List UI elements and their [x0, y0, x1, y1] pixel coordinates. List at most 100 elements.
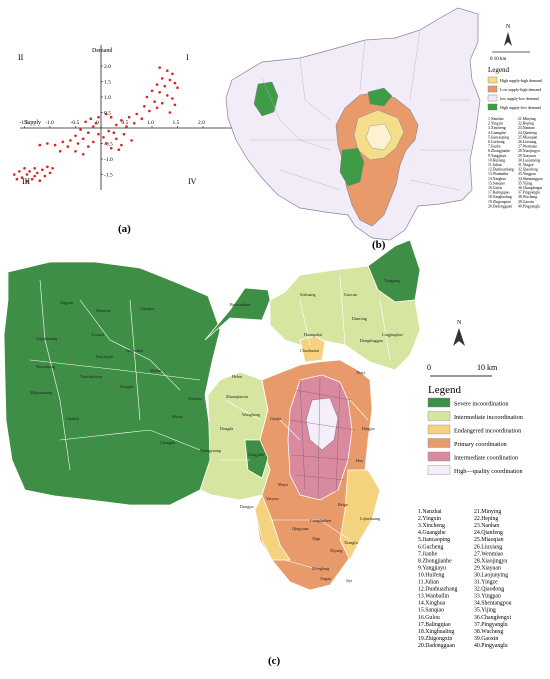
index-entry: 24.Qianfeng: [474, 529, 503, 536]
index-entry: 40.Pingyanglu: [474, 643, 508, 649]
y-tick-label: 1.0: [104, 95, 111, 101]
scatter-point: [15, 177, 19, 181]
scatter-point: [76, 142, 80, 145]
scatter-point: [43, 174, 47, 178]
scatter-point: [102, 136, 105, 139]
index-entry: 19.Zhigongxin: [488, 200, 511, 204]
region-label: Dongtai: [120, 384, 134, 389]
legend-swatch: [427, 411, 451, 421]
map-c-index-list: 1.Nanzhai2.Yingxin3.Xincheng4.Guangshe5.…: [418, 509, 512, 649]
index-entry: 21.Minying: [518, 117, 536, 121]
x-tick-label: 2.0: [198, 120, 205, 126]
region-label: Lingjingduo: [382, 332, 403, 337]
scatter-point: [97, 115, 100, 119]
map-b-north-arrow-icon: [504, 32, 512, 46]
scatter-point: [160, 101, 164, 105]
region-label: Jingyou: [60, 300, 74, 305]
legend-label: Endangered incoordination: [454, 428, 521, 435]
index-entry: 36.Changfengxi: [518, 186, 542, 190]
index-entry: 10.Huifeng: [418, 571, 444, 578]
scatter-point: [160, 77, 164, 80]
index-entry: 18.Xinghualing: [488, 195, 512, 199]
y-tick-label: -0.5: [104, 142, 113, 148]
index-entry: 8.Zhongjianhe: [418, 558, 452, 564]
legend-swatch: [487, 103, 498, 111]
map-b-legend: High supply-high demand Low supply-high d…: [487, 76, 542, 111]
legend-swatch: [427, 438, 451, 448]
scatter-point: [79, 128, 82, 131]
scatter-point: [166, 94, 169, 97]
index-entry: 14.Xinghua: [488, 177, 506, 181]
index-entry: 4.Guangshe: [488, 131, 506, 135]
index-entry: 33.Yingpan: [474, 594, 501, 600]
map-b-index-list: 1.Nanzhai2.Yingxin3.Xincheng4.Guangshe5.…: [488, 117, 543, 208]
y-tick-label: 0.5: [104, 111, 111, 117]
index-entry: 12.Dunhuazhang: [418, 587, 458, 593]
legend-label: Intermediate incoordination: [454, 414, 523, 421]
region-label: Beixiandian: [230, 302, 251, 307]
legend-label: Primary coordination: [454, 441, 507, 448]
scatter-point: [158, 66, 161, 69]
index-entry: 27.Wenmiao: [474, 551, 503, 557]
index-entry: 6.Gucheng: [418, 544, 443, 550]
index-entry: 28.Xiaojingyu: [474, 558, 507, 564]
map-c-north-arrow-icon: [453, 328, 465, 346]
index-entry: 16.Gulou: [488, 186, 502, 190]
index-entry: 25.Miaoqian: [518, 135, 537, 139]
index-entry: 25.Miaoqian: [474, 537, 504, 543]
index-entry: 30.Laojunying: [474, 572, 508, 578]
region-label: Yangping: [384, 278, 401, 283]
map-b-north-letter: N: [506, 24, 511, 30]
region-label: Xiangfu: [344, 540, 359, 545]
scatter-point: [176, 86, 179, 89]
index-entry: 32.Qiaodong: [518, 168, 538, 172]
scatter-point: [33, 174, 36, 178]
legend-swatch: [487, 76, 498, 84]
index-entry: 30.Laojunying: [518, 158, 540, 162]
scatter-point: [115, 137, 118, 141]
index-entry: 35.Yijing: [474, 608, 496, 614]
region-label: Yinshan: [188, 396, 203, 401]
legend-label: Severe incoordination: [454, 401, 508, 408]
region-label: Nusanbang: [36, 364, 56, 369]
quadrant-label-i: I: [186, 53, 189, 62]
index-entry: 14.Xinghua: [418, 601, 446, 607]
index-entry: 36.Changfengxi: [474, 614, 512, 621]
index-entry: 21.Minying: [474, 509, 501, 515]
scatter-point: [33, 167, 36, 170]
region-label: Zhuanjiawan: [226, 394, 249, 399]
index-entry: 9.Yangjiayu: [418, 565, 446, 571]
scatter-point: [87, 131, 90, 134]
legend-swatch: [487, 94, 498, 102]
map-b-north-arrow: N: [504, 24, 512, 46]
map-b-district-lines: [250, 29, 470, 191]
index-entry: 11.Julian: [418, 580, 439, 586]
index-entry: 37.Pingyanglu: [518, 191, 540, 195]
scatter-point: [127, 115, 131, 119]
x-tick-labels: -1.5 -1.0 -0.5 0 0.5 1.0 1.5 2.0: [20, 120, 205, 128]
x-tick-label: -0.5: [71, 120, 80, 126]
scatter-point: [38, 143, 42, 147]
panel-a-label: (a): [118, 223, 131, 235]
index-entry: 4.Guangshe: [418, 530, 446, 536]
region-severe-xingjiahe: [244, 439, 269, 479]
map-b-urban-core: [365, 123, 393, 151]
scatter-point: [30, 177, 34, 181]
region-label: Huangzhai: [304, 332, 323, 337]
region-label: Yuangyuang: [200, 448, 222, 453]
scatter-point: [41, 168, 44, 172]
scatter-point: [25, 180, 29, 183]
y-tick-label: -1.0: [104, 157, 113, 163]
index-entry: 8.Zhongjianhe: [488, 149, 510, 153]
y-tick-label: -1.5: [104, 173, 113, 179]
panel-a-scatter: -1.5 -1.0 -0.5 0 0.5 1.0 1.5 2.0 2.0 1.5 1.0 0.5 -0…: [13, 45, 232, 235]
map-c-scale-km: 10 km: [477, 363, 498, 372]
scatter-point: [122, 132, 126, 136]
region-intermediate-west: [199, 371, 271, 501]
region-label: Jinjiashan: [126, 348, 144, 353]
scatter-point: [135, 112, 138, 116]
map-b-scale-bar: 0 10 km: [490, 51, 530, 62]
region-label: Dunrong: [352, 316, 368, 321]
region-label: Jiyi: [346, 578, 353, 583]
